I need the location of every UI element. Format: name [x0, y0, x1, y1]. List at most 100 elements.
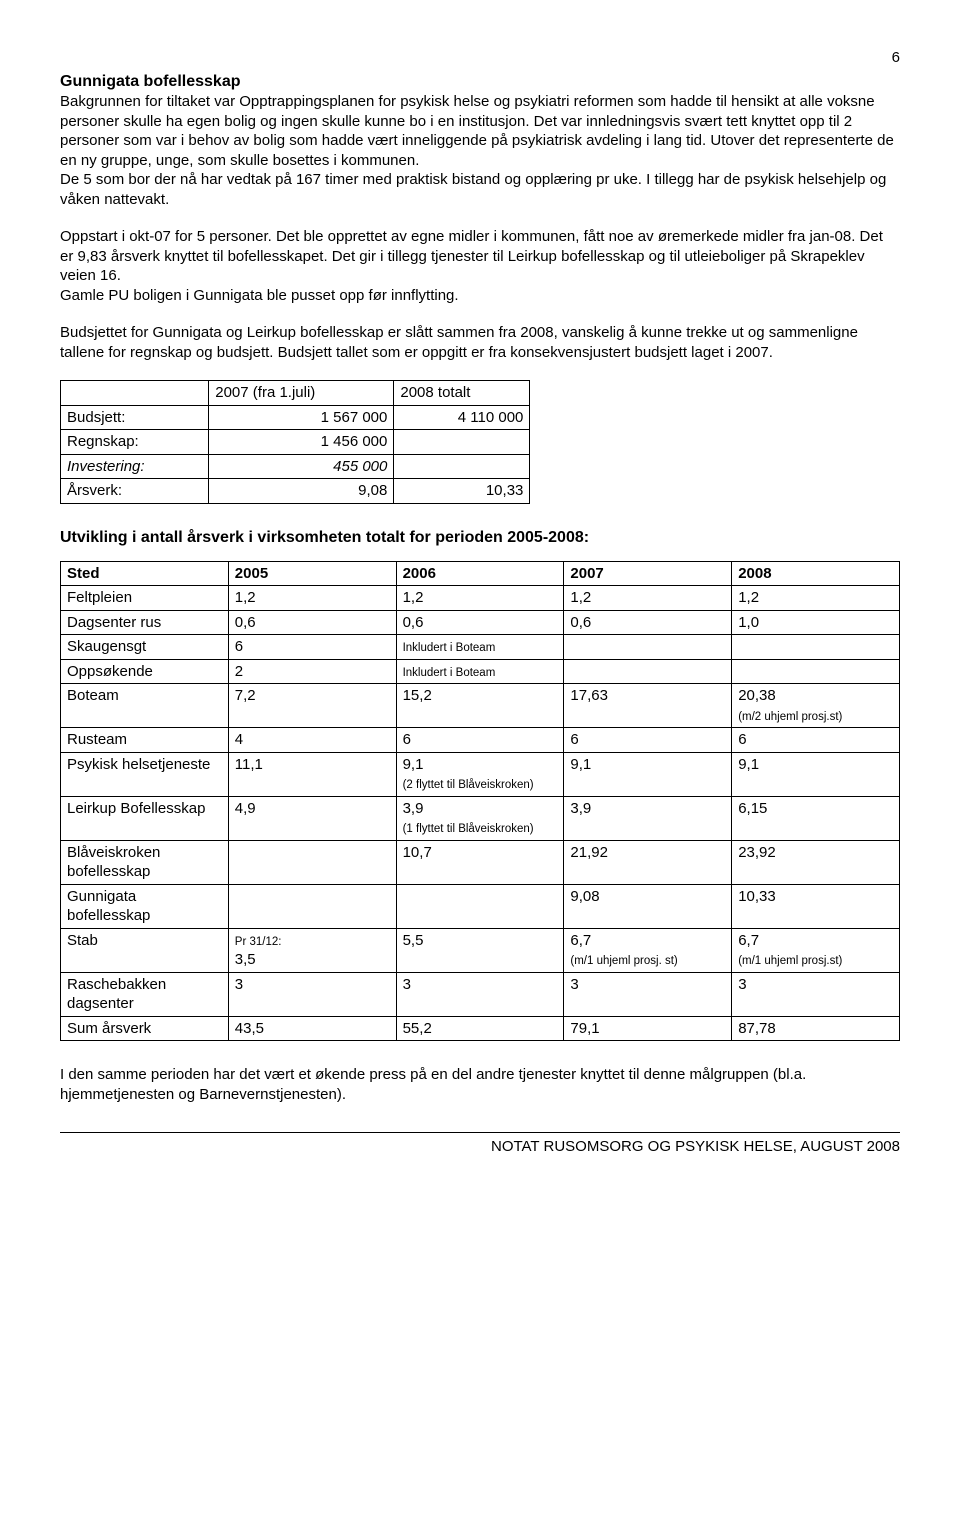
table-cell: 0,6: [564, 610, 732, 635]
table-cell: Blåveiskroken bofellesskap: [61, 840, 229, 884]
table-row: Årsverk: 9,08 10,33: [61, 479, 530, 504]
cell-note: Pr 31/12:: [235, 936, 282, 948]
table-cell: 6,7 (m/1 uhjeml prosj. st): [564, 928, 732, 972]
table-header: [61, 381, 209, 406]
table-cell: [732, 635, 900, 660]
cell-value: 3,9: [403, 800, 424, 817]
table-cell: 9,1 (2 flyttet til Blåveiskroken): [396, 752, 564, 796]
table-cell: 23,92: [732, 840, 900, 884]
arsverk-table: Sted 2005 2006 2007 2008 Feltpleien 1,2 …: [60, 561, 900, 1042]
table-cell: 11,1: [228, 752, 396, 796]
table-row: Boteam 7,2 15,2 17,63 20,38 (m/2 uhjeml …: [61, 684, 900, 728]
table-header: 2007 (fra 1.juli): [209, 381, 394, 406]
table-row: Sted 2005 2006 2007 2008: [61, 561, 900, 586]
table-cell: Regnskap:: [61, 430, 209, 455]
table-cell: 3,9 (1 flyttet til Blåveiskroken): [396, 796, 564, 840]
table-cell: [228, 884, 396, 928]
table-cell: Gunnigata bofellesskap: [61, 884, 229, 928]
table-cell: 7,2: [228, 684, 396, 728]
para-1-text: Bakgrunnen for tiltaket var Opptrappings…: [60, 93, 894, 169]
table-cell: 455 000: [209, 454, 394, 479]
table-row: Psykisk helsetjeneste 11,1 9,1 (2 flytte…: [61, 752, 900, 796]
table-cell: Investering:: [61, 454, 209, 479]
table-cell: 3: [228, 972, 396, 1016]
footer: NOTAT RUSOMSORG OG PSYKISK HELSE, AUGUST…: [60, 1132, 900, 1157]
table-cell: [394, 454, 530, 479]
table-cell: 1,2: [228, 586, 396, 611]
table-cell: 4: [228, 728, 396, 753]
table-cell: 6: [396, 728, 564, 753]
table-cell: 79,1: [564, 1016, 732, 1041]
table-row: Dagsenter rus 0,6 0,6 0,6 1,0: [61, 610, 900, 635]
table-cell: Rusteam: [61, 728, 229, 753]
table-cell: [394, 430, 530, 455]
table-row: Skaugensgt 6 Inkludert i Boteam: [61, 635, 900, 660]
table-cell: 9,1: [564, 752, 732, 796]
table-cell: 10,7: [396, 840, 564, 884]
table-cell: 6: [564, 728, 732, 753]
table-cell: Sum årsverk: [61, 1016, 229, 1041]
para-4: I den samme perioden har det vært et øke…: [60, 1065, 900, 1104]
table-cell: 3: [732, 972, 900, 1016]
table-cell: 1 456 000: [209, 430, 394, 455]
section-heading: Gunnigata bofellesskap: [60, 73, 240, 90]
table-cell: 3: [396, 972, 564, 1016]
table-cell: 6,7 (m/1 uhjeml prosj.st): [732, 928, 900, 972]
table-cell: 4 110 000: [394, 405, 530, 430]
table-row: Raschebakken dagsenter 3 3 3 3: [61, 972, 900, 1016]
table-row: Leirkup Bofellesskap 4,9 3,9 (1 flyttet …: [61, 796, 900, 840]
table-cell: Dagsenter rus: [61, 610, 229, 635]
table-cell: 5,5: [396, 928, 564, 972]
table-cell: 1 567 000: [209, 405, 394, 430]
table-cell: 9,08: [564, 884, 732, 928]
table-cell: 1,2: [396, 586, 564, 611]
table-cell: 43,5: [228, 1016, 396, 1041]
subheading-utvikling: Utvikling i antall årsverk i virksomhete…: [60, 528, 900, 549]
cell-note: (m/2 uhjeml prosj.st): [738, 711, 842, 723]
para-1: Gunnigata bofellesskap Bakgrunnen for ti…: [60, 72, 900, 210]
cell-note: (m/1 uhjeml prosj.st): [738, 955, 842, 967]
cell-value: 3,5: [235, 951, 256, 968]
table-cell: 21,92: [564, 840, 732, 884]
page-number: 6: [60, 48, 900, 68]
table-row: Blåveiskroken bofellesskap 10,7 21,92 23…: [61, 840, 900, 884]
table-cell: 3: [564, 972, 732, 1016]
table-cell: Stab: [61, 928, 229, 972]
cell-note: (2 flyttet til Blåveiskroken): [403, 779, 534, 791]
table-cell: Årsverk:: [61, 479, 209, 504]
table-cell: Raschebakken dagsenter: [61, 972, 229, 1016]
table-cell: 9,1: [732, 752, 900, 796]
cell-value: 6,7: [738, 932, 759, 949]
table-row: Feltpleien 1,2 1,2 1,2 1,2: [61, 586, 900, 611]
cell-note: Inkludert i Boteam: [403, 667, 496, 679]
table-row: Gunnigata bofellesskap 9,08 10,33: [61, 884, 900, 928]
table-row: Stab Pr 31/12: 3,5 5,5 6,7 (m/1 uhjeml p…: [61, 928, 900, 972]
table-row: 2007 (fra 1.juli) 2008 totalt: [61, 381, 530, 406]
table-header: 2006: [396, 561, 564, 586]
table-cell: 87,78: [732, 1016, 900, 1041]
para-2: Oppstart i okt-07 for 5 personer. Det bl…: [60, 227, 900, 305]
table-cell: 1,2: [564, 586, 732, 611]
table-cell: 1,0: [732, 610, 900, 635]
table-row: Rusteam 4 6 6 6: [61, 728, 900, 753]
cell-value: 20,38: [738, 687, 776, 704]
table-cell: [732, 659, 900, 684]
table-cell: 4,9: [228, 796, 396, 840]
table-cell: 17,63: [564, 684, 732, 728]
table-cell: 3,9: [564, 796, 732, 840]
cell-value: 6,7: [570, 932, 591, 949]
para-1b-text: De 5 som bor der nå har vedtak på 167 ti…: [60, 171, 886, 208]
table-cell: 10,33: [732, 884, 900, 928]
table-header: 2008 totalt: [394, 381, 530, 406]
table-cell: Leirkup Bofellesskap: [61, 796, 229, 840]
table-cell: 1,2: [732, 586, 900, 611]
table-cell: 0,6: [396, 610, 564, 635]
table-header: 2007: [564, 561, 732, 586]
budget-table: 2007 (fra 1.juli) 2008 totalt Budsjett: …: [60, 380, 530, 504]
cell-note: Inkludert i Boteam: [403, 642, 496, 654]
table-header: 2008: [732, 561, 900, 586]
table-cell: 6: [732, 728, 900, 753]
table-cell: 9,08: [209, 479, 394, 504]
table-cell: [564, 659, 732, 684]
table-row: Regnskap: 1 456 000: [61, 430, 530, 455]
